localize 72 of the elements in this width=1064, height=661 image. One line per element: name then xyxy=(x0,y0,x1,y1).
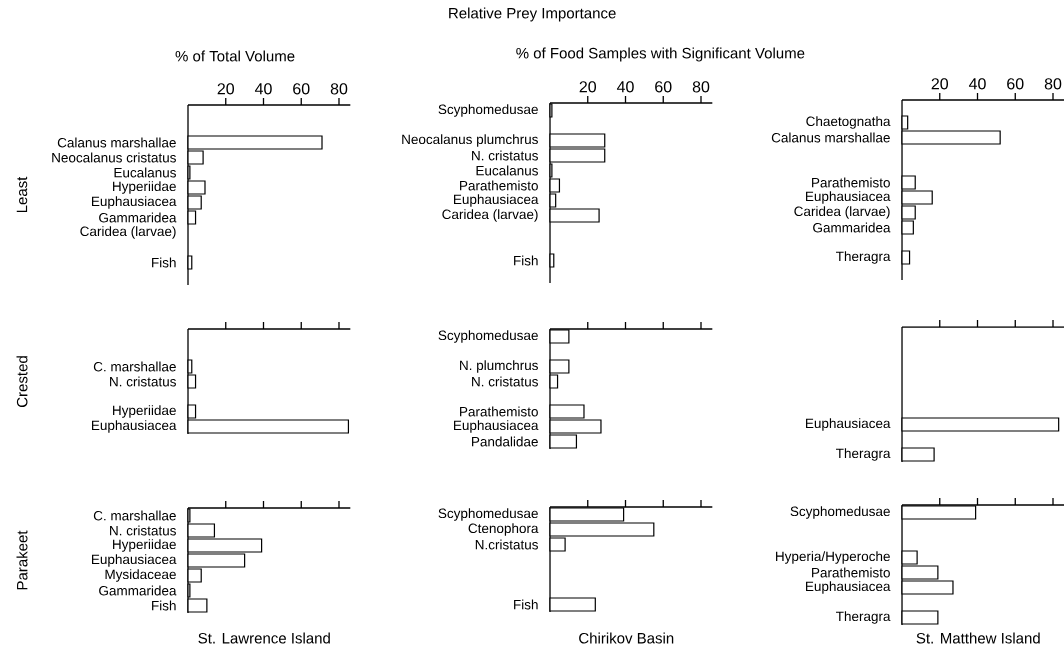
y-tick-label: Theragra xyxy=(836,251,891,264)
y-tick-label: N. plumchrus xyxy=(460,360,538,373)
y-tick-label: Theragra xyxy=(836,448,891,461)
y-tick-label: Scyphomedusae xyxy=(438,104,538,117)
y-tick-label: Eucalanus xyxy=(114,167,176,178)
x-axis-title: % of Total Volume xyxy=(175,50,295,62)
y-tick-label: Parathemisto xyxy=(812,567,890,578)
x-tick-label: 80 xyxy=(330,83,348,95)
y-tick-label: Scyphomedusae xyxy=(790,506,890,519)
x-tick-label: 60 xyxy=(293,83,310,95)
text: Chirikov Basin xyxy=(579,632,674,644)
y-tick-label: Pandalidae xyxy=(472,436,538,447)
y-tick-label: Caridea (larvae) xyxy=(442,209,538,222)
y-tick-label: Hyperiidae xyxy=(113,181,176,194)
text: St. Matthew Island xyxy=(916,632,1040,644)
y-tick-label: N. cristatus xyxy=(472,150,538,161)
x-tick-label: 60 xyxy=(655,81,672,93)
y-tick-label: Hyperiidae xyxy=(113,405,176,418)
y-tick-label: Chaetognatha xyxy=(806,116,891,129)
y-tick-label: Parathemisto xyxy=(460,180,538,191)
y-tick-label: Neocalanus plumchrus xyxy=(402,134,538,147)
x-tick-label: 20 xyxy=(931,78,949,90)
y-axis-title: Least xyxy=(16,176,28,213)
y-tick-label: Euphausiacea xyxy=(806,581,891,594)
y-tick-label: Parathemisto xyxy=(812,177,890,188)
y-tick-label: Neocalanus cristatus xyxy=(52,152,176,163)
y-tick-label: Calanus marshallae xyxy=(771,132,890,143)
y-tick-label: N. cristatus xyxy=(472,376,538,387)
x-tick-label: 20 xyxy=(217,83,235,95)
x-tick-label: 40 xyxy=(968,78,986,90)
y-tick-label: N.cristatus xyxy=(475,539,538,550)
chart-title: Relative Prey Importance xyxy=(449,7,616,22)
y-tick-label: Hyperia/Hyperoche xyxy=(776,551,890,564)
y-tick-label: Gammaridea xyxy=(99,212,177,223)
text: St. Lawrence Island xyxy=(198,632,330,644)
x-axis-title: % of Food Samples with Significant Volume xyxy=(516,47,805,62)
y-tick-label: N. cristatus xyxy=(110,376,176,387)
y-tick-label: Fish xyxy=(514,255,538,266)
x-tick-label: 60 xyxy=(1007,78,1024,90)
y-tick-label: Eucalanus xyxy=(476,165,538,176)
y-tick-label: Mysidaceae xyxy=(105,569,176,582)
y-axis-title: Crested xyxy=(16,356,28,407)
y-tick-label: Calanus marshallae xyxy=(57,137,176,148)
y-tick-label: Euphausiacea xyxy=(454,420,539,433)
y-tick-label: Gammaridea xyxy=(813,222,891,233)
y-tick-label: C. marshallae xyxy=(93,361,176,372)
x-tick-label: 40 xyxy=(254,83,272,95)
y-tick-label: Gammaridea xyxy=(99,585,177,596)
y-tick-label: Fish xyxy=(152,257,176,268)
y-tick-label: Caridea (larvae) xyxy=(794,206,890,219)
y-tick-label: Euphausiacea xyxy=(454,194,539,207)
x-tick-label: 40 xyxy=(616,81,634,93)
y-tick-label: Parathemisto xyxy=(460,406,538,417)
y-tick-label: N. cristatus xyxy=(110,525,176,536)
x-tick-label: 20 xyxy=(579,81,597,93)
y-tick-label: Ctenophora xyxy=(468,523,539,536)
y-axis-title: Parakeet xyxy=(16,530,28,590)
x-tick-label: 80 xyxy=(692,81,710,93)
y-tick-label: Euphausiacea xyxy=(92,554,177,567)
y-tick-label: Fish xyxy=(514,599,538,610)
y-tick-label: Euphausiacea xyxy=(806,191,891,204)
y-tick-label: C. marshallae xyxy=(93,510,176,521)
y-tick-label: Fish xyxy=(152,600,176,611)
y-tick-label: Hyperiidae xyxy=(113,539,176,552)
x-tick-label: 80 xyxy=(1044,78,1062,90)
y-tick-label: Scyphomedusae xyxy=(438,508,538,521)
y-tick-label: Euphausiacea xyxy=(806,418,891,431)
y-tick-label: Euphausiacea xyxy=(92,196,177,209)
y-tick-label: Caridea (larvae) xyxy=(80,226,176,239)
y-tick-label: Euphausiacea xyxy=(92,420,177,433)
y-tick-label: Theragra xyxy=(836,611,891,624)
y-tick-label: Scyphomedusae xyxy=(438,330,538,343)
